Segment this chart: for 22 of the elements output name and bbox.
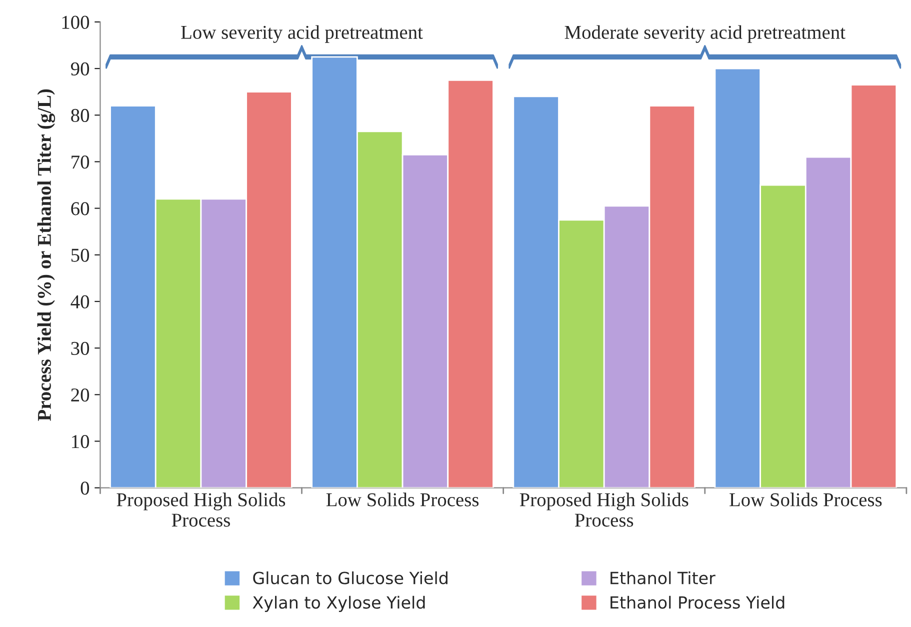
y-tick-label: 30 [71, 342, 90, 355]
y-tick-label: 0 [80, 482, 90, 495]
legend-label: Ethanol Titer [610, 571, 716, 584]
y-tick-label: 60 [71, 202, 90, 216]
y-axis-title: Process Yield (%) or Ethanol Titer (g/L) [37, 89, 56, 421]
y-tick-label: 10 [72, 435, 90, 448]
y-tick-label: 50 [71, 248, 90, 262]
y-tick-label: 100 [62, 16, 90, 29]
annotation: Moderate severity acid pretreatment [564, 25, 846, 43]
legend-label: Xylan to Xylose Yield [252, 596, 425, 612]
y-tick-label: 40 [70, 295, 90, 308]
annotation: Low severity acid pretreatment [181, 25, 423, 43]
x-tick-label: Proposed High Solids Process [520, 492, 688, 527]
x-tick-label: Low Solids Process [326, 492, 479, 506]
x-tick-label: Low Solids Process [730, 492, 882, 506]
y-tick-label: 90 [70, 62, 90, 76]
legend-label: Ethanol Process Yield [610, 596, 784, 609]
x-tick-label: Proposed High Solids Process [116, 492, 286, 527]
legend-label: Glucan to Glucose Yield [253, 571, 448, 584]
y-tick-label: 70 [72, 156, 90, 169]
y-tick-label: 80 [71, 108, 90, 122]
y-tick-label: 20 [71, 388, 90, 402]
